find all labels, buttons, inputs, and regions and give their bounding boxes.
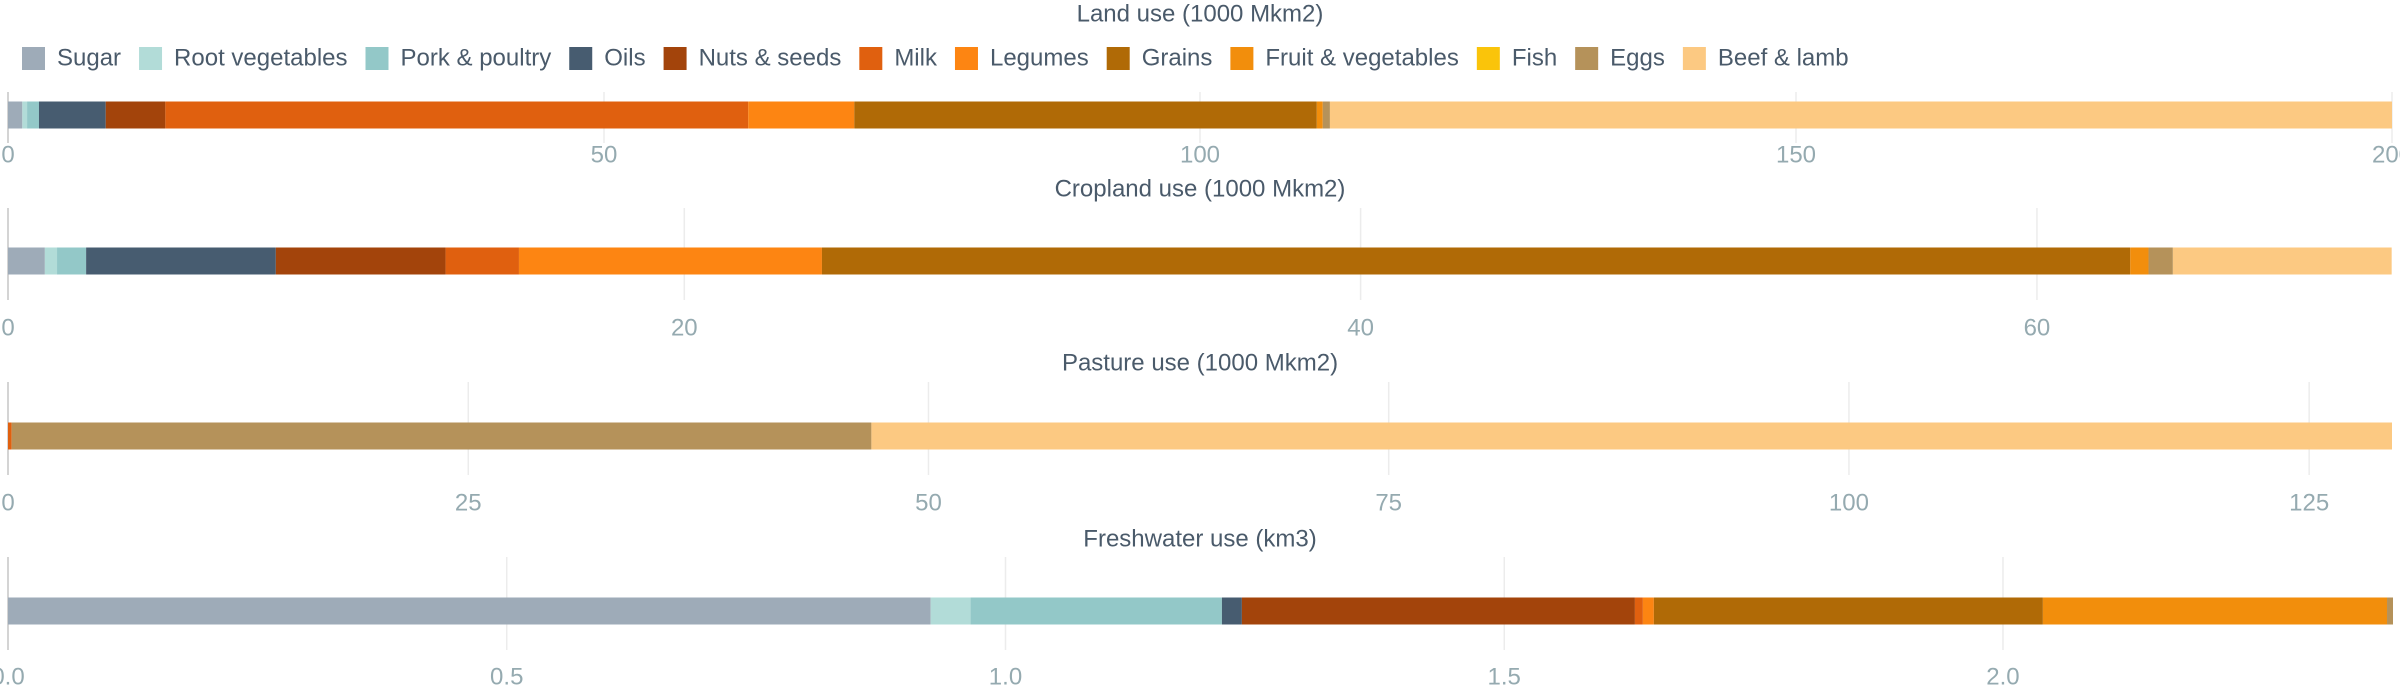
bar-segment bbox=[1634, 597, 1643, 625]
bar-segment bbox=[27, 101, 39, 129]
legend-swatch bbox=[663, 47, 687, 70]
bar-segment bbox=[871, 422, 2393, 450]
bar-segment bbox=[1241, 597, 1635, 625]
legend-label: Pork & poultry bbox=[401, 44, 552, 71]
legend-swatch bbox=[569, 47, 593, 70]
legend-label: Grains bbox=[1142, 44, 1213, 71]
bar-segment bbox=[8, 101, 23, 129]
bar-segment bbox=[1329, 101, 2392, 129]
x-tick-label: 100 bbox=[1829, 489, 1869, 516]
legend-swatch bbox=[1106, 47, 1130, 70]
legend-swatch bbox=[859, 47, 883, 70]
bar-segment bbox=[165, 101, 749, 129]
legend-label: Nuts & seeds bbox=[699, 44, 842, 71]
bar-segment bbox=[275, 247, 446, 275]
x-tick-label: 1.0 bbox=[989, 663, 1022, 690]
legend-label: Beef & lamb bbox=[1718, 44, 1849, 71]
bar-segment bbox=[2042, 597, 2388, 625]
legend-swatch bbox=[1575, 47, 1599, 70]
bar-segment bbox=[445, 247, 519, 275]
chart-title: Freshwater use (km3) bbox=[1083, 525, 1316, 552]
bar-segment bbox=[2387, 597, 2393, 625]
bar-segment bbox=[38, 101, 106, 129]
legend-label: Milk bbox=[894, 44, 938, 71]
bar-segment bbox=[57, 247, 87, 275]
legend-swatch bbox=[365, 47, 389, 70]
bar-segment bbox=[1653, 597, 2043, 625]
legend-swatch bbox=[139, 47, 163, 70]
bar-segment bbox=[1221, 597, 1242, 625]
chart-title: Cropland use (1000 Mkm2) bbox=[1055, 175, 1346, 202]
bar-segment bbox=[1322, 101, 1330, 129]
x-tick-label: 2.0 bbox=[1986, 663, 2019, 690]
x-tick-label: 200 bbox=[2372, 141, 2400, 168]
bar-segment bbox=[8, 597, 931, 625]
legend-label: Eggs bbox=[1610, 44, 1665, 71]
legend-label: Fruit & vegetables bbox=[1265, 44, 1458, 71]
bar-segment bbox=[8, 422, 12, 450]
legend-label: Sugar bbox=[57, 44, 121, 71]
x-tick-label: 60 bbox=[2024, 314, 2051, 341]
bar-segment bbox=[44, 247, 58, 275]
legend-swatch bbox=[1682, 47, 1706, 70]
x-tick-label: 20 bbox=[671, 314, 698, 341]
legend-swatch bbox=[22, 47, 45, 70]
legend-swatch bbox=[1230, 47, 1254, 70]
legend-label: Root vegetables bbox=[174, 44, 347, 71]
bar-segment bbox=[86, 247, 276, 275]
legend-label: Legumes bbox=[990, 44, 1089, 71]
x-tick-label: 1.5 bbox=[1488, 663, 1521, 690]
legend-swatch bbox=[954, 47, 978, 70]
legend-label: Fish bbox=[1512, 44, 1557, 71]
x-tick-label: 125 bbox=[2289, 489, 2329, 516]
bar-segment bbox=[1642, 597, 1654, 625]
bar-segment bbox=[518, 247, 822, 275]
chart-title: Pasture use (1000 Mkm2) bbox=[1062, 349, 1338, 376]
x-tick-label: 0.5 bbox=[490, 663, 523, 690]
bar-segment bbox=[1316, 101, 1323, 129]
x-tick-label: 150 bbox=[1776, 141, 1816, 168]
x-tick-label: 50 bbox=[591, 141, 618, 168]
legend-label: Oils bbox=[604, 44, 645, 71]
x-tick-label: 75 bbox=[1375, 489, 1402, 516]
x-tick-label: 100 bbox=[1180, 141, 1220, 168]
bar-segment bbox=[22, 101, 28, 129]
bar-segment bbox=[748, 101, 855, 129]
bar-segment bbox=[970, 597, 1222, 625]
x-tick-label: 0.0 bbox=[0, 663, 25, 690]
x-tick-label: 40 bbox=[1347, 314, 1374, 341]
x-tick-label: 0 bbox=[1, 141, 14, 168]
x-tick-label: 50 bbox=[915, 489, 942, 516]
bar-segment bbox=[821, 247, 2131, 275]
bar-segment bbox=[105, 101, 166, 129]
bar-segment bbox=[2130, 247, 2149, 275]
x-tick-label: 0 bbox=[1, 489, 14, 516]
bar-segment bbox=[854, 101, 1317, 129]
x-tick-label: 0 bbox=[1, 314, 14, 341]
x-tick-label: 25 bbox=[455, 489, 482, 516]
bar-segment bbox=[2148, 247, 2173, 275]
bar-segment bbox=[930, 597, 971, 625]
legend-swatch bbox=[1476, 47, 1500, 70]
chart-title: Land use (1000 Mkm2) bbox=[1077, 0, 1324, 27]
bar-segment bbox=[11, 422, 872, 450]
bar-segment bbox=[8, 247, 45, 275]
bar-segment bbox=[2172, 247, 2392, 275]
